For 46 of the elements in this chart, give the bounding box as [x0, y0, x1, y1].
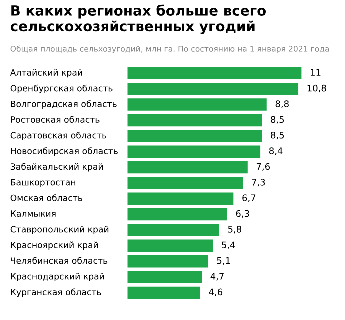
y-tick-label: Красноярский край [11, 242, 98, 250]
bar [128, 98, 267, 111]
y-tick-label: Алтайский край [10, 69, 82, 78]
data-label: 4,7 [210, 273, 224, 281]
bar [128, 286, 200, 300]
data-label: 6,7 [242, 194, 256, 202]
bar [128, 224, 220, 236]
data-label: 8,4 [270, 148, 283, 156]
data-label: 8,5 [271, 116, 284, 124]
data-label: 5,4 [222, 242, 236, 250]
y-tick-label: Калмыкия [11, 210, 56, 218]
y-tick-label: Ростовская область [11, 116, 100, 123]
bar [128, 240, 214, 252]
data-label: 6,3 [236, 210, 250, 218]
y-tick-label: Башкортостан [11, 179, 76, 188]
data-label: 4,6 [209, 288, 223, 296]
bar [128, 177, 244, 190]
data-label: 11 [311, 69, 321, 76]
y-tick-label: Краснодарский край [11, 273, 104, 282]
data-label: 7,6 [256, 163, 270, 172]
y-tick-label: Саратовская область [10, 132, 107, 140]
y-tick-label: Курганская область [11, 288, 102, 298]
data-label: 5,8 [228, 226, 242, 234]
bar [128, 114, 262, 127]
y-tick-label: Омская область [10, 194, 82, 202]
bar [128, 67, 302, 80]
y-tick-label: Челябинская область [11, 257, 108, 264]
bar [128, 192, 234, 205]
bar [128, 271, 202, 284]
y-tick-label: Оренбургская область [10, 84, 113, 94]
y-tick-label: Новосибирская область [11, 148, 118, 156]
y-tick-label: Волгоградская область [11, 100, 117, 110]
data-label: 7,3 [252, 178, 266, 187]
data-label: 10,8 [308, 84, 326, 93]
bar [128, 161, 248, 174]
bar [128, 208, 228, 221]
bar [128, 146, 261, 158]
chart-title: В каких регионах больше всего сельскохозяйственных угодий [10, 4, 266, 34]
data-label: 8,8 [276, 100, 289, 108]
y-tick-label: Ставропольский край [10, 226, 109, 234]
bar [128, 255, 208, 268]
bar [128, 130, 262, 142]
bar [128, 83, 299, 96]
y-tick-label: Забайкальский край [10, 163, 104, 172]
data-label: 5,1 [217, 258, 230, 266]
data-label: 8,5 [271, 132, 284, 140]
